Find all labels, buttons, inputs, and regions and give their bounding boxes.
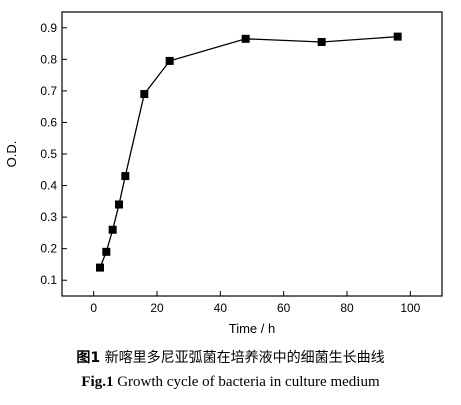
y-tick-label: 0.7	[40, 84, 57, 98]
x-tick-label: 20	[150, 301, 164, 315]
growth-chart: 0 20 40 60 80 100 0.1 0.2 0.3 0.4 0.5 0.6 0.7 0.8 0.9…	[4, 11, 443, 336]
y-tick-label: 0.9	[40, 21, 57, 35]
y-tick-label: 0.1	[40, 273, 57, 287]
data-point	[140, 90, 149, 99]
caption-en-fig-label: Fig.1	[81, 374, 114, 390]
y-tick-label: 0.3	[40, 210, 57, 224]
data-point	[241, 34, 250, 43]
data-point	[102, 247, 111, 256]
data-point	[96, 263, 104, 272]
x-tick-label: 40	[214, 301, 228, 315]
y-tick-label: 0.5	[40, 147, 57, 161]
x-axis-ticks: 0 20 40 60 80 100	[90, 291, 421, 315]
y-tick-label: 0.2	[40, 242, 57, 256]
caption-zh-fig-label: 图1	[76, 350, 101, 366]
plot-frame	[61, 11, 443, 297]
data-point	[317, 37, 326, 46]
y-tick-label: 0.8	[40, 52, 57, 66]
x-tick-label: 0	[90, 301, 97, 315]
caption-english: Fig.1 Growth cycle of bacteria in cultur…	[0, 374, 461, 391]
data-point	[393, 32, 402, 41]
data-point-markers	[96, 32, 402, 272]
x-axis-label: Time / h	[229, 321, 275, 336]
data-point	[115, 200, 123, 209]
caption-en-text: Growth cycle of bacteria in culture medi…	[117, 374, 380, 390]
caption-chinese: 图1 新喀里多尼亚弧菌在培养液中的细菌生长曲线	[0, 347, 461, 367]
y-axis-ticks: 0.1 0.2 0.3 0.4 0.5 0.6 0.7 0.8 0.9	[40, 21, 67, 287]
data-point	[108, 225, 117, 234]
data-point	[121, 172, 130, 181]
data-point	[165, 56, 174, 65]
x-tick-label: 100	[400, 301, 420, 315]
x-tick-label: 60	[277, 301, 291, 315]
x-tick-label: 80	[340, 301, 354, 315]
growth-series-line	[99, 35, 398, 268]
y-tick-label: 0.6	[40, 115, 57, 129]
y-tick-label: 0.4	[40, 179, 57, 193]
y-axis-label: O.D.	[4, 141, 19, 168]
caption-zh-text: 新喀里多尼亚弧菌在培养液中的细菌生长曲线	[104, 350, 385, 366]
